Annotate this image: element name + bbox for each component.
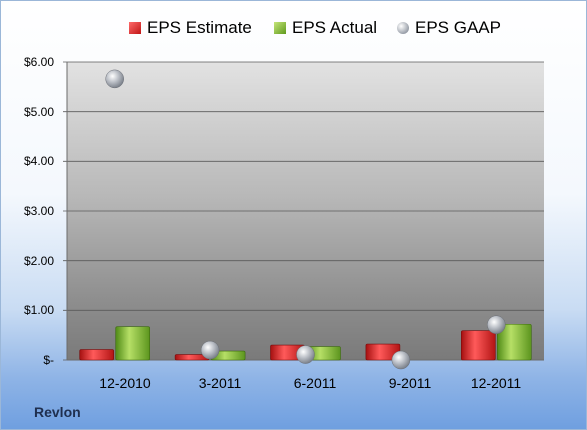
x-tick-label: 12-2011 — [470, 375, 522, 391]
y-tick-label: $6.00 — [23, 55, 54, 69]
legend-marker-green — [274, 22, 286, 34]
x-tick-label: 3-2011 — [198, 375, 242, 391]
y-tick-label: $5.00 — [23, 105, 54, 119]
legend-label: EPS Actual — [292, 18, 378, 37]
x-tick-label: 9-2011 — [388, 375, 432, 391]
bar-eps-estimate — [79, 349, 114, 361]
point-eps-gaap — [105, 69, 124, 89]
point-eps-gaap — [391, 350, 411, 370]
legend-marker-red — [129, 22, 141, 34]
x-tick-label: 12-2010 — [99, 375, 151, 391]
y-tick-label: $3.00 — [23, 204, 54, 218]
y-tick-label: $- — [43, 353, 54, 367]
point-eps-gaap — [296, 345, 315, 364]
x-tick-label: 6-2011 — [293, 375, 337, 391]
point-eps-gaap — [487, 315, 506, 334]
y-tick-label: $4.00 — [23, 154, 54, 168]
legend-marker-gray-sphere — [397, 22, 409, 34]
company-label: Revlon — [34, 404, 81, 420]
bar-eps-actual — [496, 323, 532, 361]
bar-eps-actual — [115, 326, 150, 361]
point-eps-gaap — [200, 340, 220, 360]
legend-label: EPS GAAP — [415, 18, 501, 37]
legend-label: EPS Estimate — [147, 18, 252, 37]
y-tick-label: $1.00 — [23, 303, 54, 317]
chart-legend: EPS Estimate EPS Actual EPS GAAP — [1, 17, 586, 43]
bar-eps-estimate — [460, 330, 496, 361]
y-tick-label: $2.00 — [23, 254, 54, 268]
